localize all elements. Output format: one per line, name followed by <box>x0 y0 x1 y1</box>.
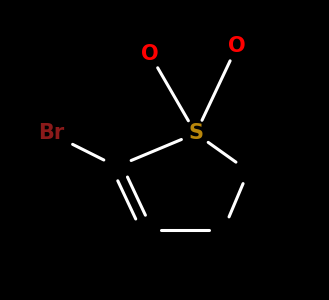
Text: Br: Br <box>38 124 64 143</box>
Text: O: O <box>228 37 246 56</box>
Text: O: O <box>141 44 159 64</box>
Text: S: S <box>188 124 203 143</box>
